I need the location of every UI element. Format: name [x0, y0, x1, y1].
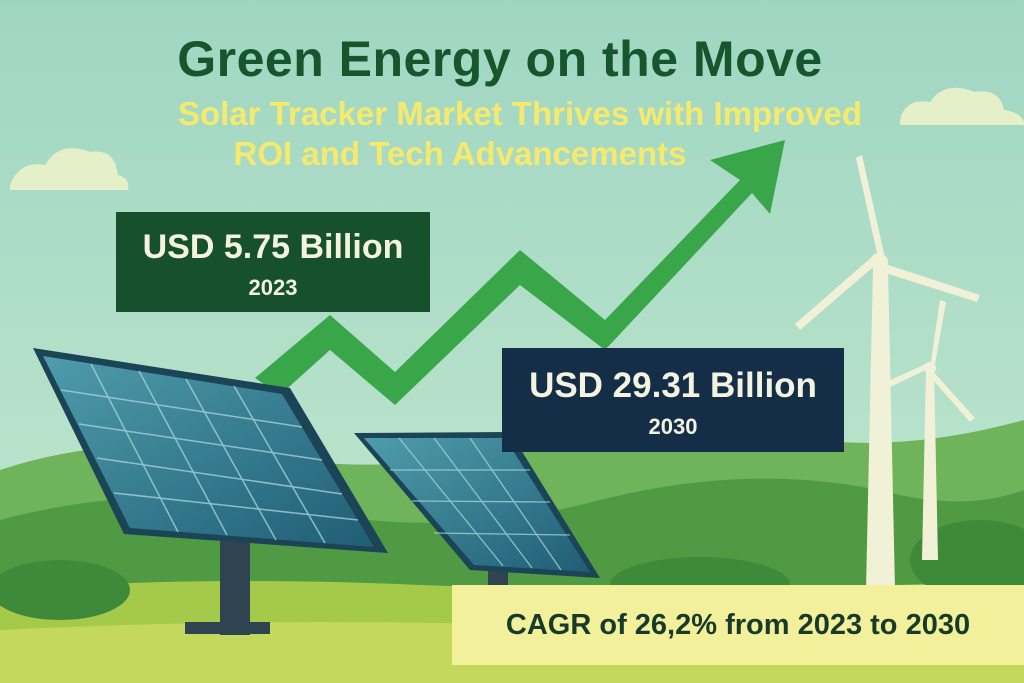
- stat-2023-amount: USD 5.75 Billion: [142, 228, 404, 266]
- stat-2023-year: 2023: [248, 275, 298, 300]
- cagr-banner: CAGR of 26,2% from 2023 to 2030: [452, 585, 1024, 665]
- wind-turbine-icon: [795, 155, 980, 590]
- wind-turbine-icon: [886, 300, 975, 560]
- page-subtitle: Solar Tracker Market Thrives with Improv…: [120, 94, 920, 174]
- stat-2030-amount: USD 29.31 Billion: [529, 366, 817, 405]
- page-title: Green Energy on the Move: [177, 31, 823, 87]
- stat-box-2030: USD 29.31 Billion 2030: [502, 348, 844, 452]
- stat-box-2023: USD 5.75 Billion 2023: [116, 212, 430, 312]
- stat-2030-year: 2030: [648, 414, 698, 439]
- solar-panel-icon: [33, 348, 388, 635]
- subtitle-line-2: ROI and Tech Advancements: [233, 135, 687, 172]
- cloud-icon: [10, 148, 129, 190]
- cloud-icon: [900, 87, 1024, 125]
- trend-arrow-icon: [255, 140, 785, 405]
- subtitle-line-1: Solar Tracker Market Thrives with Improv…: [177, 95, 863, 132]
- solar-panel-icon: [354, 432, 600, 590]
